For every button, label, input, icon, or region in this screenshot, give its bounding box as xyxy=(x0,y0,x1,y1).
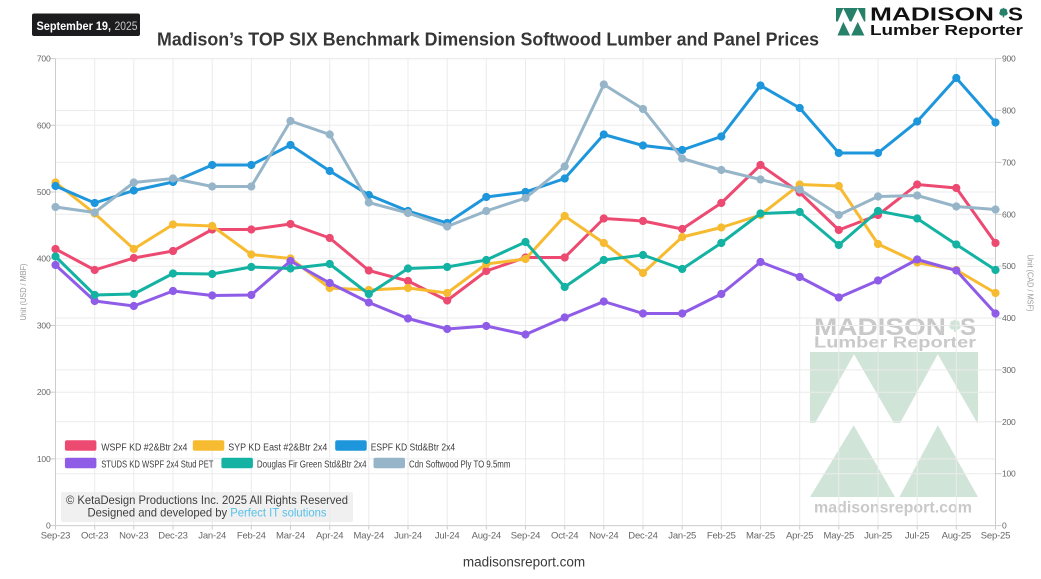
svg-text:Mar-24: Mar-24 xyxy=(276,531,305,542)
svg-text:500: 500 xyxy=(37,187,51,197)
svg-text:Jan-24: Jan-24 xyxy=(198,531,226,542)
svg-text:Nov-23: Nov-23 xyxy=(119,531,148,542)
svg-text:SYP KD East #2&Btr 2x4: SYP KD East #2&Btr 2x4 xyxy=(228,442,327,453)
svg-text:500: 500 xyxy=(1002,261,1016,271)
svg-text:2025: 2025 xyxy=(115,19,138,33)
svg-text:ESPF KD Std&Btr 2x4: ESPF KD Std&Btr 2x4 xyxy=(371,442,456,453)
svg-text:Jun-24: Jun-24 xyxy=(394,531,422,542)
svg-text:Unit (USD / MBF): Unit (USD / MBF) xyxy=(18,263,28,320)
svg-text:Douglas Fir Green Std&Btr 2x4: Douglas Fir Green Std&Btr 2x4 xyxy=(257,459,367,470)
svg-text:Unit (CAD / MSF): Unit (CAD / MSF) xyxy=(1026,255,1036,312)
svg-text:September 19,: September 19, xyxy=(37,19,112,33)
svg-text:madisonsreport.com: madisonsreport.com xyxy=(463,555,585,570)
svg-text:Apr-25: Apr-25 xyxy=(786,531,813,542)
svg-text:800: 800 xyxy=(1002,106,1016,116)
svg-text:600: 600 xyxy=(37,120,51,130)
svg-text:Jun-25: Jun-25 xyxy=(864,531,892,542)
svg-text:Lumber Reporter: Lumber Reporter xyxy=(814,335,976,352)
svg-text:0: 0 xyxy=(46,521,51,531)
svg-text:S: S xyxy=(1008,5,1023,25)
svg-text:Jul-24: Jul-24 xyxy=(435,531,460,542)
svg-text:100: 100 xyxy=(1002,469,1016,479)
svg-text:700: 700 xyxy=(1002,157,1016,167)
svg-text:700: 700 xyxy=(37,54,51,64)
svg-text:Sep-24: Sep-24 xyxy=(511,531,540,542)
svg-text:Nov-24: Nov-24 xyxy=(589,531,618,542)
svg-text:Aug-24: Aug-24 xyxy=(472,531,501,542)
svg-text:Apr-24: Apr-24 xyxy=(316,531,343,542)
svg-text:MADISON: MADISON xyxy=(870,5,994,25)
svg-text:100: 100 xyxy=(37,454,51,464)
svg-text:Sep-25: Sep-25 xyxy=(981,531,1010,542)
svg-text:400: 400 xyxy=(37,254,51,264)
svg-text:Dec-24: Dec-24 xyxy=(628,531,657,542)
svg-text:Jan-25: Jan-25 xyxy=(668,531,696,542)
svg-text:300: 300 xyxy=(37,321,51,331)
svg-text:Oct-23: Oct-23 xyxy=(81,531,108,542)
svg-text:Sep-23: Sep-23 xyxy=(41,531,70,542)
svg-text:WSPF KD #2&Btr 2x4: WSPF KD #2&Btr 2x4 xyxy=(101,442,188,453)
svg-text:0: 0 xyxy=(1002,521,1007,531)
svg-text:STUDS KD WSPF 2x4 Stud PET: STUDS KD WSPF 2x4 Stud PET xyxy=(101,459,213,470)
svg-text:Dec-23: Dec-23 xyxy=(158,531,187,542)
svg-text:Madison’s TOP SIX Benchmark Di: Madison’s TOP SIX Benchmark Dimension So… xyxy=(157,30,819,50)
svg-text:Feb-25: Feb-25 xyxy=(707,531,736,542)
svg-text:madisonsreport.com: madisonsreport.com xyxy=(814,500,972,517)
svg-text:Oct-24: Oct-24 xyxy=(551,531,578,542)
svg-text:S: S xyxy=(960,314,976,341)
svg-text:400: 400 xyxy=(1002,313,1016,323)
svg-text:© KetaDesign Productions Inc.: © KetaDesign Productions Inc. 2025 All R… xyxy=(66,493,348,507)
svg-text:900: 900 xyxy=(1002,54,1016,64)
svg-text:Aug-25: Aug-25 xyxy=(942,531,971,542)
svg-text:Mar-25: Mar-25 xyxy=(746,531,775,542)
svg-text:Lumber Reporter: Lumber Reporter xyxy=(870,22,1023,39)
svg-text:600: 600 xyxy=(1002,209,1016,219)
svg-text:Designed and developed by Perf: Designed and developed by Perfect IT sol… xyxy=(88,505,327,519)
svg-text:200: 200 xyxy=(1002,417,1016,427)
svg-text:Cdn Softwood Ply TO 9.5mm: Cdn Softwood Ply TO 9.5mm xyxy=(409,459,510,470)
svg-text:Jul-25: Jul-25 xyxy=(905,531,930,542)
svg-text:200: 200 xyxy=(37,387,51,397)
svg-text:Feb-24: Feb-24 xyxy=(237,531,266,542)
svg-text:300: 300 xyxy=(1002,365,1016,375)
svg-text:May-24: May-24 xyxy=(354,531,384,542)
svg-text:May-25: May-25 xyxy=(824,531,854,542)
